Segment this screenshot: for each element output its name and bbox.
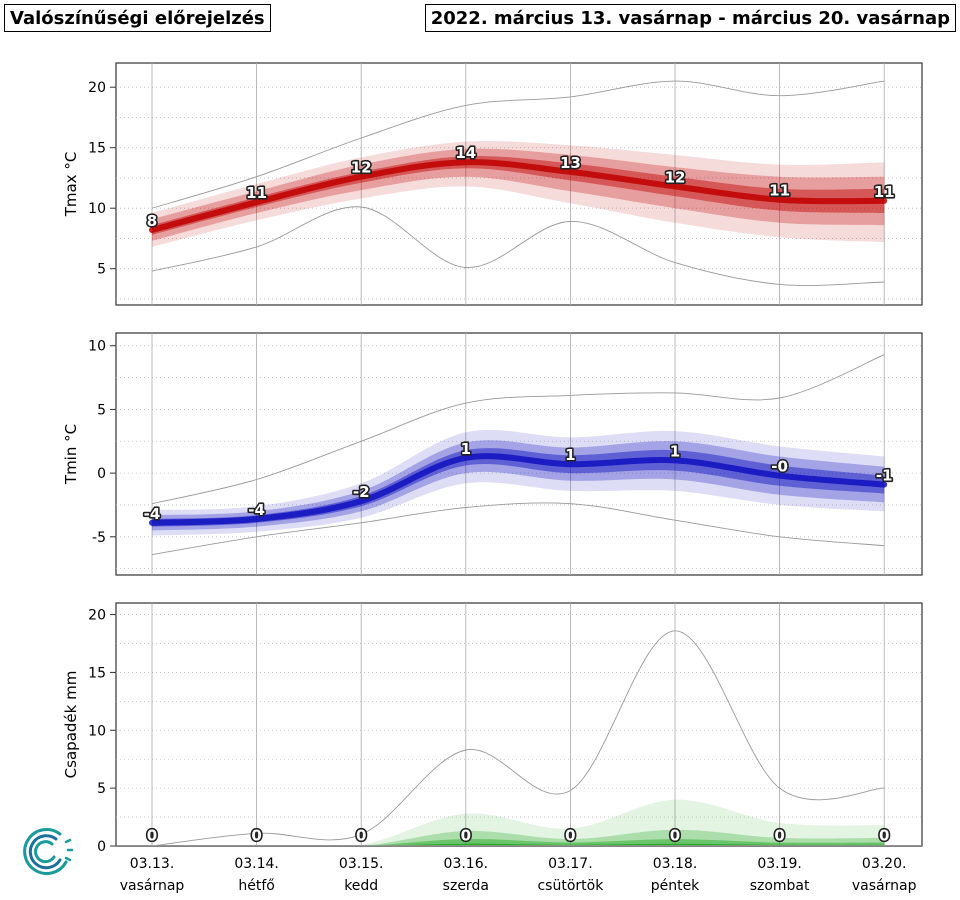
x-tick-day: vasárnap — [120, 878, 185, 894]
tmax-data-label: 12 — [665, 168, 686, 186]
tmin-median-line — [149, 453, 888, 526]
hungaromet-logo — [23, 828, 74, 875]
tmin-data-label: 1 — [565, 446, 575, 464]
tmax-ytick-label: 5 — [97, 262, 106, 278]
tmin-panel: -5 0 5 10 Tmin °C -4 -4 -2 1 1 1 -0 -1 — [62, 332, 923, 576]
tmin-ytick-label: -5 — [92, 530, 106, 546]
tmax-band-q10-q90 — [152, 148, 885, 241]
tmin-data-label: -1 — [876, 467, 893, 485]
x-tick-date: 03.13. — [130, 856, 175, 872]
tmax-median-line — [149, 159, 888, 233]
x-tick-date: 03.19. — [757, 856, 802, 872]
precip-bands — [116, 630, 922, 846]
tmax-data-label: 11 — [769, 182, 790, 200]
precip-plot-frame — [115, 602, 923, 847]
precip-data-label: 0 — [670, 826, 680, 844]
x-tick-date: 03.17. — [548, 856, 593, 872]
precip-envelope-max — [151, 630, 885, 846]
tmax-data-label: 11 — [246, 184, 267, 202]
tmax-envelope-max — [151, 80, 885, 209]
x-tick-day: péntek — [651, 878, 700, 894]
tmin-ylabel: Tmin °C — [62, 424, 80, 485]
tmax-data-label: 11 — [874, 183, 895, 201]
tmax-panel: 5 10 15 20 Tmax °C 8 11 12 14 13 12 11 11 — [62, 62, 923, 306]
tmin-plot-frame — [115, 332, 923, 576]
x-tick-day: hétfő — [238, 878, 274, 894]
precip-panel: 0 5 10 15 20 Csapadék mm 0 0 0 0 0 0 0 0 03.13. vasárna… — [62, 602, 923, 894]
precip-data-label: 0 — [461, 826, 471, 844]
x-tick-day: csütörtök — [537, 878, 604, 894]
tmax-ytick-label: 20 — [88, 80, 106, 96]
precip-ytick-label: 20 — [88, 608, 106, 624]
tmin-data-label: -4 — [144, 505, 161, 523]
tmax-data-label: 14 — [455, 144, 476, 162]
tmin-data-label: -4 — [248, 501, 265, 519]
x-tick-date: 03.16. — [444, 856, 489, 872]
tmax-plot-frame — [115, 62, 923, 306]
tmin-ytick-label: 0 — [97, 466, 106, 482]
precip-data-label: 0 — [251, 826, 261, 844]
tmin-ytick-label: 5 — [97, 402, 106, 418]
x-tick-day: kedd — [344, 878, 378, 894]
tmax-data-label: 8 — [147, 212, 157, 230]
precip-band-q90 — [152, 829, 885, 846]
precip-ylabel: Csapadék mm — [62, 671, 80, 779]
precip-band-q98 — [152, 799, 885, 846]
tmin-envelope-min — [151, 502, 885, 556]
x-tick-date: 03.14. — [234, 856, 279, 872]
tmax-bands — [149, 80, 888, 286]
tmin-data-label: -0 — [771, 458, 788, 476]
chart-title-left: Valószínűségi előrejelzés — [4, 4, 271, 32]
x-tick-day: szombat — [750, 878, 810, 894]
tmax-ytick-label: 10 — [88, 201, 106, 217]
tmin-data-label: 1 — [670, 442, 680, 460]
precip-data-label: 0 — [565, 826, 575, 844]
precip-data-label: 0 — [774, 826, 784, 844]
tmin-ytick-label: 10 — [88, 339, 106, 355]
x-tick-date: 03.15. — [339, 856, 384, 872]
x-tick-date: 03.20. — [862, 856, 907, 872]
precip-ytick-label: 5 — [97, 781, 106, 797]
tmax-ytick-label: 15 — [88, 141, 106, 157]
chart-title-date-range: 2022. március 13. vasárnap - március 20.… — [424, 4, 956, 32]
tmax-ylabel: Tmax °C — [62, 152, 80, 218]
tmax-data-label: 13 — [560, 154, 581, 172]
precip-data-label: 0 — [879, 826, 889, 844]
tmin-bands — [149, 354, 888, 556]
precip-data-label: 0 — [147, 826, 157, 844]
x-tick-day: szerda — [443, 878, 489, 894]
precip-ytick-label: 15 — [88, 665, 106, 681]
tmax-data-label: 12 — [351, 159, 372, 177]
tmax-band-q02-q98 — [152, 141, 885, 247]
precip-ytick-label: 10 — [88, 723, 106, 739]
tmin-data-label: 1 — [461, 440, 471, 458]
x-tick-date: 03.18. — [653, 856, 698, 872]
x-tick-day: vasárnap — [852, 878, 917, 894]
tmin-envelope-max — [151, 354, 885, 505]
tmax-envelope-min — [151, 206, 885, 286]
precip-data-label: 0 — [356, 826, 366, 844]
tmin-data-label: -2 — [353, 483, 370, 501]
precip-ytick-label: 0 — [97, 839, 106, 855]
